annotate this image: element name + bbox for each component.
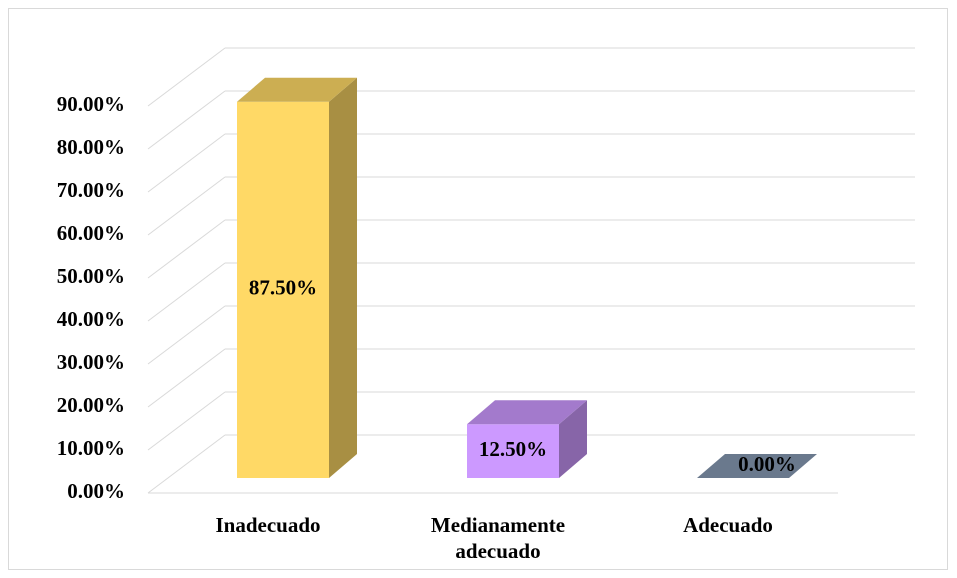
bar-side [559, 400, 587, 478]
x-tick-label: Inadecuado [215, 513, 321, 537]
grid-line [147, 262, 226, 322]
value-label: 87.50% [249, 276, 317, 300]
value-label: 12.50% [479, 437, 547, 461]
bar-top [467, 400, 587, 425]
chart-border [8, 8, 948, 570]
bar-top [697, 454, 817, 478]
grid-line [147, 391, 226, 451]
bar-front [467, 424, 559, 478]
y-tick-label: 20.00% [57, 393, 125, 417]
y-tick-label: 40.00% [57, 307, 125, 331]
y-tick-label: 10.00% [57, 436, 125, 460]
y-tick-label: 80.00% [57, 135, 125, 159]
bar-front [237, 101, 329, 478]
bar-side [329, 77, 357, 478]
grid-line [147, 434, 226, 494]
bar [467, 400, 587, 478]
y-tick-label: 50.00% [57, 264, 125, 288]
bar [237, 77, 357, 478]
grid-line [147, 348, 226, 408]
y-tick-label: 30.00% [57, 350, 125, 374]
value-label: 0.00% [738, 452, 796, 476]
y-tick-label: 90.00% [57, 92, 125, 116]
x-tick-label: Adecuado [683, 513, 773, 537]
grid-line [147, 176, 226, 236]
grid-line [147, 47, 226, 107]
grid-line [147, 219, 226, 279]
y-tick-label: 70.00% [57, 178, 125, 202]
bar [697, 454, 817, 478]
bar-top [237, 77, 357, 102]
y-tick-label: 0.00% [67, 479, 125, 503]
grid-line [147, 133, 226, 193]
y-tick-label: 60.00% [57, 221, 125, 245]
grid-line [147, 90, 226, 150]
x-tick-label: Medianamente adecuado [430, 513, 566, 563]
grid-line [147, 305, 226, 365]
